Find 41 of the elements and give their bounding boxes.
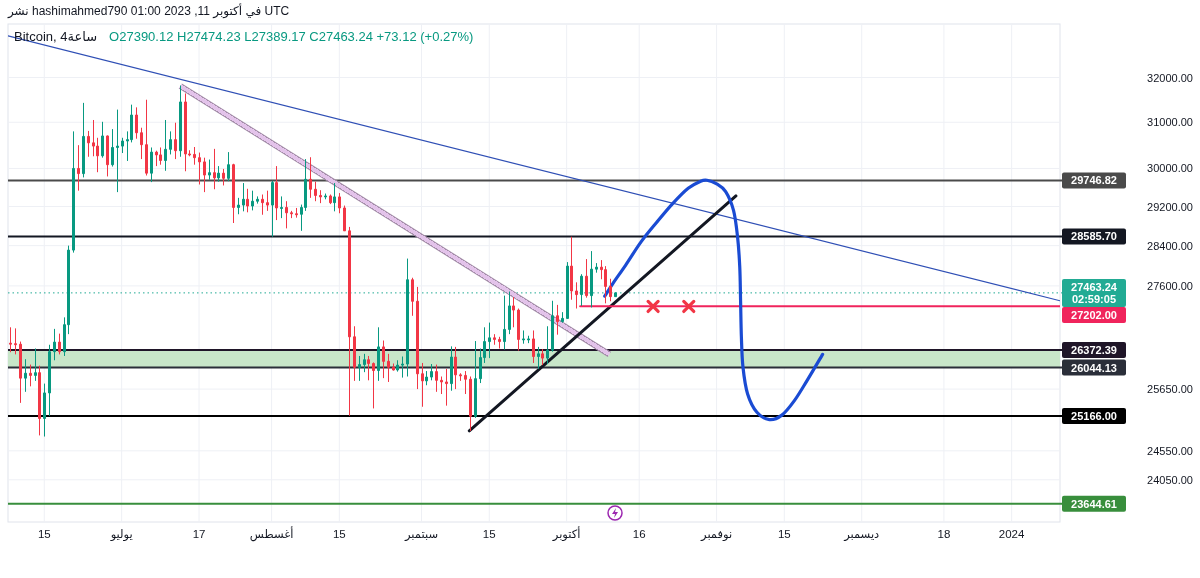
x-tick-label: 15: [37, 528, 51, 540]
x-tick-label: نوفمبر: [701, 528, 733, 540]
ref-line-label: 25166.00: [1071, 409, 1117, 422]
ref-line-label: 27463.24 02:59:05: [1071, 280, 1118, 305]
y-tick-label: 25650.00: [1147, 383, 1193, 396]
x-tick-label: أكتوبر: [552, 528, 581, 540]
price-tag: 23644.61: [1062, 495, 1126, 512]
y-tick-label: 27600.00: [1147, 279, 1193, 292]
ref-line-label: 26372.39: [1071, 343, 1117, 356]
y-tick-label: 32000.00: [1147, 71, 1193, 84]
annotation: نشر hashimahmed790 في أكتوبر 11, 2023 01:00 UTC: [8, 4, 290, 18]
x-tick-label: 2024: [998, 528, 1025, 540]
x-tick-label: 15: [482, 528, 496, 540]
price-tag: 29746.82: [1062, 172, 1126, 189]
ref-line-label: 29746.82: [1071, 174, 1117, 187]
x-tick-label: يوليو: [110, 528, 133, 540]
x-tick-label: 15: [777, 528, 791, 540]
price-tag: 26044.13: [1062, 359, 1126, 376]
ref-line-label: 26044.13: [1071, 361, 1117, 374]
price-tag: 25166.00: [1062, 407, 1126, 424]
price-tag: 26372.39: [1062, 341, 1126, 358]
x-tick-label: 16: [632, 528, 646, 540]
y-tick-label: 30000.00: [1147, 162, 1193, 175]
x-tick-label: أغسطس: [249, 528, 294, 540]
subtitle: O27390.12 H27474.23 L27389.17 C27463.24 +73.12 (+0.27%): [109, 29, 474, 44]
title: Bitcoin, 4ساعة: [14, 29, 98, 44]
x-tick-label: 15: [332, 528, 346, 540]
y-tick-label: 28400.00: [1147, 239, 1193, 252]
x-tick-label: سبتمبر: [405, 528, 439, 540]
x-tick-label: ديسمبر: [844, 528, 880, 540]
ref-line-label: 28585.70: [1071, 230, 1117, 243]
x-tick-label: 17: [192, 528, 206, 540]
price-tag: 28585.70: [1062, 228, 1126, 245]
price-tag: 27463.24 02:59:05: [1062, 278, 1126, 307]
ref-line-label: 23644.61: [1071, 497, 1117, 510]
y-tick-label: 31000.00: [1147, 116, 1193, 129]
data-label: 27202.00: [1071, 308, 1117, 321]
y-tick-label: 24050.00: [1147, 473, 1193, 486]
x-tick-label: 18: [937, 528, 951, 540]
y-tick-label: 29200.00: [1147, 200, 1193, 213]
y-tick-label: 24550.00: [1147, 444, 1193, 457]
